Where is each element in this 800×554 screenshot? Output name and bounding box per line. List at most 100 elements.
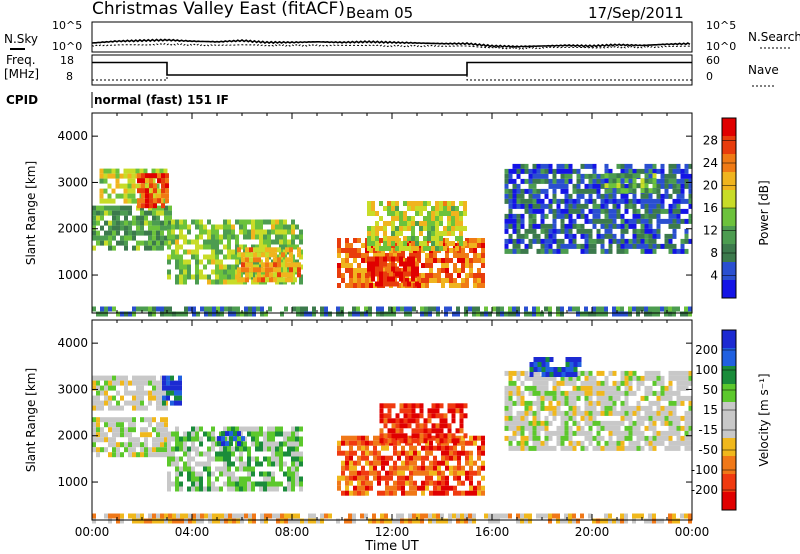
power-cell xyxy=(576,173,581,179)
velocity-cell xyxy=(104,417,108,423)
power-cell xyxy=(604,188,609,194)
power-cell xyxy=(140,306,144,312)
velocity-cell xyxy=(445,455,449,461)
power-cell xyxy=(164,235,168,241)
power-cell xyxy=(336,306,340,312)
velocity-cell xyxy=(96,422,100,428)
velocity-cell xyxy=(148,422,152,428)
power-cell xyxy=(349,283,353,288)
velocity-cell xyxy=(672,400,677,406)
velocity-cell xyxy=(167,431,171,437)
power-cell xyxy=(684,228,689,234)
power-cell xyxy=(387,281,391,287)
power-colorbar-swatch xyxy=(722,208,736,227)
velocity-cell xyxy=(445,475,449,481)
power-cell xyxy=(195,249,199,255)
velocity-cell xyxy=(260,518,264,524)
velocity-cell xyxy=(175,456,179,462)
power-cell xyxy=(624,218,629,224)
power-cell xyxy=(429,263,433,268)
x-tick-label: 00:00 xyxy=(675,525,710,539)
power-cell xyxy=(451,216,455,221)
velocity-cell xyxy=(536,430,541,436)
power-cell xyxy=(296,311,300,317)
power-cell xyxy=(648,311,652,317)
velocity-cell xyxy=(473,490,477,496)
velocity-cell xyxy=(203,451,207,457)
velocity-cell xyxy=(461,450,465,456)
velocity-cell xyxy=(612,440,617,446)
power-cell xyxy=(257,247,261,253)
power-cell xyxy=(349,273,353,278)
power-cell xyxy=(395,226,399,231)
velocity-cell xyxy=(388,518,392,524)
velocity-cell xyxy=(248,513,252,519)
power-cell xyxy=(383,206,387,211)
power-cell xyxy=(452,311,456,317)
power-cell xyxy=(604,223,609,229)
velocity-cell xyxy=(120,452,124,458)
power-cell xyxy=(620,233,625,239)
power-cell xyxy=(457,283,461,288)
velocity-cell xyxy=(413,470,417,476)
velocity-cell xyxy=(616,440,621,446)
power-cell xyxy=(576,183,581,189)
power-cell xyxy=(512,243,517,249)
velocity-cell xyxy=(361,480,365,486)
velocity-cell xyxy=(100,375,104,381)
power-cell xyxy=(524,203,529,209)
velocity-cell xyxy=(92,385,96,391)
power-cell xyxy=(167,229,171,235)
power-cell xyxy=(632,238,637,244)
power-cell xyxy=(548,208,553,214)
velocity-cell xyxy=(564,518,568,524)
power-cell xyxy=(403,236,407,241)
velocity-cell xyxy=(548,513,552,519)
velocity-cell xyxy=(524,440,529,446)
power-cell xyxy=(289,257,293,263)
power-cell xyxy=(299,229,303,235)
power-cell xyxy=(612,223,617,229)
power-cell xyxy=(672,243,677,249)
power-cell xyxy=(512,188,517,194)
noise-left-label: N.Sky xyxy=(4,32,38,46)
power-cell xyxy=(433,278,437,283)
velocity-cell xyxy=(604,380,609,386)
power-cell xyxy=(449,258,453,263)
velocity-cell xyxy=(223,471,227,477)
power-cell xyxy=(453,268,457,273)
velocity-cell xyxy=(291,431,295,437)
velocity-cell xyxy=(312,513,316,519)
power-cell xyxy=(600,198,605,204)
power-cell xyxy=(216,311,220,317)
velocity-cell xyxy=(441,490,445,496)
velocity-cell xyxy=(164,447,168,453)
velocity-cell xyxy=(443,413,448,419)
velocity-cell xyxy=(96,437,100,443)
velocity-cell xyxy=(435,408,440,414)
velocity-cell xyxy=(604,440,609,446)
velocity-cell xyxy=(381,465,385,471)
power-cell xyxy=(371,206,375,211)
velocity-cell xyxy=(684,385,689,391)
power-cell xyxy=(532,306,536,312)
power-cell xyxy=(395,216,399,221)
velocity-cell xyxy=(419,423,424,429)
velocity-cell xyxy=(660,420,665,426)
power-cell xyxy=(528,188,533,194)
velocity-cell xyxy=(271,441,275,447)
power-cell xyxy=(407,281,411,287)
velocity-cell xyxy=(468,518,472,524)
velocity-cell xyxy=(608,405,613,411)
power-cell xyxy=(688,188,693,194)
power-cell xyxy=(636,233,641,239)
velocity-cell xyxy=(96,390,100,396)
power-cell xyxy=(391,211,395,216)
power-cell xyxy=(195,224,199,230)
power-cell xyxy=(528,213,533,219)
power-cell xyxy=(99,178,104,184)
velocity-cell xyxy=(644,415,649,421)
velocity-cell xyxy=(620,380,625,386)
velocity-cell xyxy=(396,518,400,524)
velocity-cell xyxy=(369,470,373,476)
